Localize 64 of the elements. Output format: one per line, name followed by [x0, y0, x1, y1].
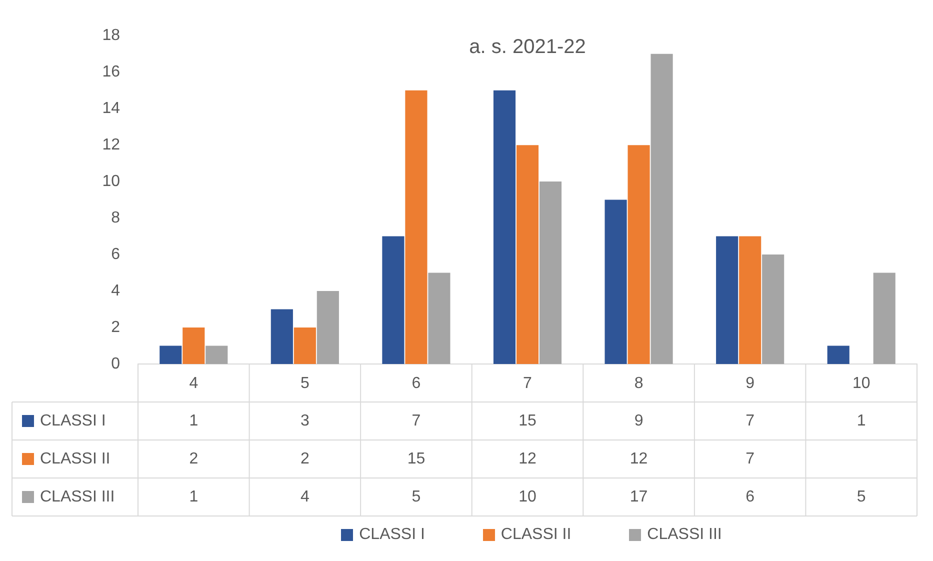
chart-title: a. s. 2021-22	[469, 36, 586, 58]
bar	[739, 236, 762, 364]
bar	[628, 145, 650, 364]
data-label: 10	[518, 488, 536, 506]
y-tick-label: 6	[111, 246, 120, 263]
data-label: 12	[630, 450, 648, 468]
text: CLASSI III	[647, 526, 722, 543]
y-tick-label: 10	[102, 172, 120, 190]
bar	[382, 236, 404, 364]
bar	[493, 90, 516, 364]
y-tick-label: 18	[102, 27, 120, 44]
bar	[604, 200, 627, 364]
y-tick-label: 0	[111, 355, 120, 372]
legend-label: CLASSI II	[40, 450, 110, 468]
text: CLASSI I	[359, 526, 425, 543]
data-label: 1	[856, 412, 866, 430]
data-label: 1	[189, 488, 198, 506]
bar	[270, 309, 293, 364]
x-tick-label: 10	[852, 375, 870, 392]
data-label: 15	[518, 412, 536, 430]
data-label: 7	[412, 412, 421, 430]
bar	[539, 182, 562, 364]
y-tick-label: 12	[102, 136, 120, 154]
x-tick-label: 4	[189, 375, 198, 392]
y-tick-label: 14	[102, 100, 120, 117]
data-label: 5	[856, 488, 866, 506]
bar	[316, 291, 339, 364]
text: CLASSI II	[500, 526, 572, 543]
legend-label: CLASSI I	[40, 412, 106, 430]
bar	[294, 328, 316, 364]
data-label: 7	[746, 450, 755, 468]
legend-label: CLASSI III	[40, 488, 115, 506]
data-label: 6	[746, 488, 755, 506]
x-tick-label: 9	[746, 375, 755, 392]
y-tick-label: 16	[102, 63, 120, 80]
data-label: 12	[518, 450, 536, 468]
data-label: 7	[746, 412, 755, 430]
bar	[650, 54, 673, 364]
x-tick-label: 8	[634, 375, 644, 392]
bar	[516, 145, 539, 364]
data-label: 5	[412, 488, 421, 506]
bar	[182, 328, 205, 364]
y-tick-label: 4	[111, 282, 120, 300]
data-label: 4	[300, 488, 310, 506]
bar	[206, 346, 228, 364]
bar	[762, 254, 784, 364]
y-tick-label: 8	[111, 209, 120, 226]
data-label: 3	[300, 412, 310, 430]
x-tick-label: 7	[523, 375, 532, 392]
bar	[827, 346, 850, 364]
data-label: 2	[189, 450, 198, 468]
bar	[873, 272, 896, 364]
data-label: 9	[634, 412, 644, 430]
x-tick-label: 5	[300, 375, 310, 392]
bar	[160, 346, 182, 364]
data-label: 2	[300, 450, 310, 468]
data-label: 17	[630, 488, 648, 506]
bar	[716, 236, 738, 364]
data-label: 1	[189, 412, 198, 430]
x-tick-label: 6	[412, 375, 421, 392]
y-tick-label: 2	[111, 318, 120, 336]
bar	[405, 90, 428, 364]
bar	[428, 272, 450, 364]
data-label: 15	[407, 450, 426, 468]
